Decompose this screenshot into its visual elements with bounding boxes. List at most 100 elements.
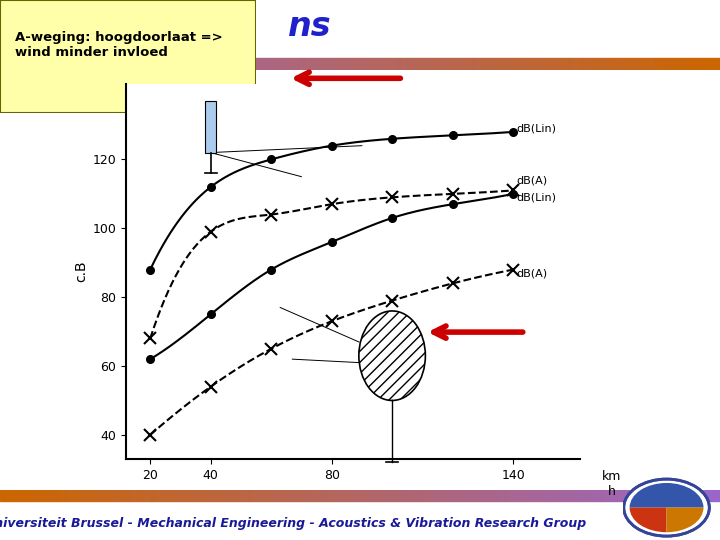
Bar bbox=[580, 490, 583, 501]
Bar bbox=[65, 58, 68, 70]
Bar bbox=[230, 490, 234, 501]
Bar bbox=[338, 58, 342, 70]
Bar bbox=[7, 490, 11, 501]
Bar bbox=[43, 58, 47, 70]
Bar bbox=[536, 58, 540, 70]
Bar bbox=[400, 490, 403, 501]
Bar bbox=[353, 58, 356, 70]
Bar bbox=[630, 58, 634, 70]
Bar bbox=[634, 58, 637, 70]
Bar bbox=[25, 58, 29, 70]
Bar bbox=[155, 58, 158, 70]
Bar bbox=[364, 58, 367, 70]
Bar bbox=[4, 58, 7, 70]
Bar bbox=[86, 58, 90, 70]
Bar bbox=[86, 490, 90, 501]
Bar bbox=[169, 58, 173, 70]
Bar bbox=[641, 58, 644, 70]
Bar bbox=[108, 490, 112, 501]
Bar bbox=[144, 490, 148, 501]
Bar bbox=[284, 58, 288, 70]
Bar bbox=[598, 490, 601, 501]
Bar bbox=[79, 490, 83, 501]
Bar bbox=[148, 58, 151, 70]
Bar bbox=[94, 490, 97, 501]
Bar bbox=[306, 490, 310, 501]
Y-axis label: c.B: c.B bbox=[74, 260, 89, 282]
Bar bbox=[558, 58, 562, 70]
Bar bbox=[536, 490, 540, 501]
Bar bbox=[673, 58, 677, 70]
Bar bbox=[148, 490, 151, 501]
Bar bbox=[619, 58, 623, 70]
Bar bbox=[616, 490, 619, 501]
Bar bbox=[338, 490, 342, 501]
Bar bbox=[155, 490, 158, 501]
Bar bbox=[0, 58, 4, 70]
Bar bbox=[677, 490, 680, 501]
Bar bbox=[292, 490, 295, 501]
Bar bbox=[173, 58, 176, 70]
Bar bbox=[61, 58, 65, 70]
Bar bbox=[36, 58, 40, 70]
Bar bbox=[468, 490, 472, 501]
Bar bbox=[198, 490, 202, 501]
Bar bbox=[230, 58, 234, 70]
Bar bbox=[385, 58, 389, 70]
Bar bbox=[256, 490, 259, 501]
Bar bbox=[245, 58, 248, 70]
Bar bbox=[673, 490, 677, 501]
Bar bbox=[202, 490, 205, 501]
Bar bbox=[25, 490, 29, 501]
Bar bbox=[526, 58, 529, 70]
Bar bbox=[616, 58, 619, 70]
Bar bbox=[439, 490, 443, 501]
Bar bbox=[684, 490, 688, 501]
Bar bbox=[40, 490, 43, 501]
Bar bbox=[540, 58, 544, 70]
Bar bbox=[313, 490, 317, 501]
Bar bbox=[569, 490, 572, 501]
Bar bbox=[522, 58, 526, 70]
Bar bbox=[371, 490, 374, 501]
Ellipse shape bbox=[359, 311, 426, 401]
Bar bbox=[263, 58, 266, 70]
Bar bbox=[677, 58, 680, 70]
Bar bbox=[299, 490, 302, 501]
Bar bbox=[4, 490, 7, 501]
Bar bbox=[169, 490, 173, 501]
Bar bbox=[32, 490, 36, 501]
Bar bbox=[698, 490, 702, 501]
Bar bbox=[223, 490, 227, 501]
Text: dB(A): dB(A) bbox=[516, 268, 547, 278]
Bar bbox=[90, 490, 94, 501]
Bar bbox=[533, 490, 536, 501]
Bar bbox=[158, 58, 162, 70]
Bar bbox=[259, 58, 263, 70]
Bar bbox=[418, 490, 421, 501]
Bar bbox=[14, 58, 18, 70]
Bar bbox=[695, 490, 698, 501]
Bar bbox=[151, 58, 155, 70]
Bar bbox=[540, 490, 544, 501]
Bar bbox=[497, 490, 500, 501]
Bar bbox=[587, 490, 590, 501]
Bar bbox=[360, 58, 364, 70]
Bar bbox=[317, 490, 320, 501]
Bar bbox=[518, 58, 522, 70]
Bar bbox=[666, 58, 670, 70]
Bar bbox=[356, 490, 360, 501]
Bar bbox=[410, 490, 414, 501]
Bar bbox=[220, 490, 223, 501]
Bar bbox=[220, 58, 223, 70]
Bar bbox=[594, 490, 598, 501]
Bar bbox=[76, 490, 79, 501]
Bar bbox=[461, 58, 464, 70]
Bar bbox=[122, 490, 126, 501]
Bar bbox=[698, 58, 702, 70]
Bar bbox=[216, 58, 220, 70]
Bar bbox=[180, 58, 184, 70]
Bar bbox=[533, 58, 536, 70]
Bar bbox=[29, 490, 32, 501]
Bar bbox=[500, 490, 504, 501]
